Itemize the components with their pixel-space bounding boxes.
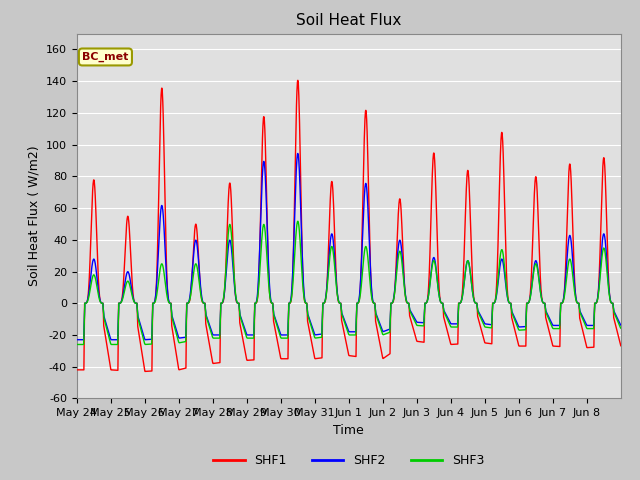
X-axis label: Time: Time (333, 424, 364, 437)
Legend: SHF1, SHF2, SHF3: SHF1, SHF2, SHF3 (209, 449, 489, 472)
Title: Soil Heat Flux: Soil Heat Flux (296, 13, 401, 28)
Y-axis label: Soil Heat Flux ( W/m2): Soil Heat Flux ( W/m2) (28, 146, 40, 286)
Text: BC_met: BC_met (82, 52, 129, 62)
